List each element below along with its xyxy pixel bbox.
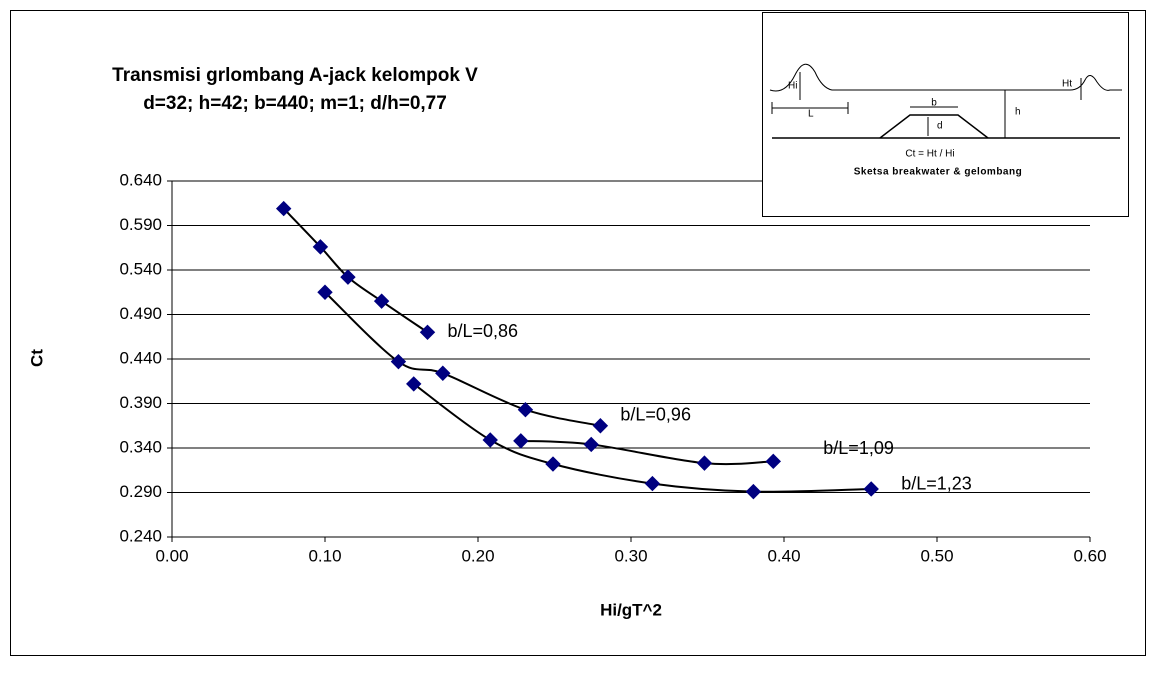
y-tick-label: 0.440 (119, 348, 162, 367)
data-point (275, 200, 292, 217)
inset-caption: Sketsa breakwater & gelombang (854, 167, 1022, 178)
data-point (765, 453, 781, 470)
chart-subtitle: d=32; h=42; b=440; m=1; d/h=0,77 (143, 93, 447, 114)
data-point (745, 483, 762, 500)
data-point (373, 293, 390, 309)
data-point (696, 455, 713, 471)
x-tick-label: 0.50 (920, 546, 953, 565)
inset-label: L (808, 109, 814, 120)
data-point (312, 239, 329, 255)
data-point (406, 376, 422, 392)
y-tick-label: 0.540 (119, 259, 162, 278)
x-tick-label: 0.20 (461, 546, 494, 565)
inset-formula: Ct = Ht / Hi (905, 149, 954, 160)
data-point (545, 456, 561, 472)
y-tick-label: 0.390 (119, 393, 162, 412)
y-tick-label: 0.590 (119, 215, 162, 234)
series-line (520, 439, 774, 466)
series-label: b/L=0,86 (448, 321, 519, 341)
data-point (482, 432, 498, 448)
breakwater (879, 114, 989, 139)
data-point (863, 481, 879, 497)
data-point (317, 284, 333, 300)
data-point (644, 475, 661, 492)
chart-title: Transmisi grlombang A-jack kelompok V (112, 65, 478, 86)
inset-label: h (1015, 107, 1021, 118)
data-point (340, 269, 356, 285)
x-tick-label: 0.10 (308, 546, 341, 565)
series-line (413, 383, 872, 493)
data-point (513, 433, 529, 449)
inset-label: b (931, 98, 937, 109)
data-point (390, 353, 407, 370)
data-point (419, 324, 436, 341)
data-point (435, 365, 451, 381)
series-label: b/L=1,23 (901, 474, 972, 494)
x-tick-label: 0.30 (614, 546, 647, 565)
series-label: b/L=1,09 (823, 438, 894, 458)
data-point (583, 436, 599, 453)
y-tick-label: 0.640 (119, 170, 162, 189)
y-tick-label: 0.240 (119, 526, 162, 545)
plot-area: 0.240 0.290 0.340 0.390 0.440 0.490 0.540 0.590… (119, 170, 1106, 565)
y-tick-label: 0.490 (119, 304, 162, 323)
data-point (517, 402, 534, 418)
chart-border (10, 10, 1146, 656)
x-tick-label: 0.00 (155, 546, 188, 565)
y-axis-title: Ct (27, 349, 46, 367)
inset-sketch: Hi L b d h Ht Ct = Ht / Hi Sketsa breakw… (762, 12, 1129, 217)
y-tick-label: 0.340 (119, 437, 162, 456)
x-tick-label: 0.40 (767, 546, 800, 565)
inset-label: Ht (1062, 79, 1072, 90)
inset-label: d (937, 121, 943, 132)
wave-line (769, 63, 1122, 92)
series-label: b/L=0,96 (620, 405, 691, 425)
x-axis-title: Hi/gT^2 (600, 600, 662, 619)
x-tick-label: 0.60 (1073, 546, 1106, 565)
y-tick-label: 0.290 (119, 482, 162, 501)
inset-label: Hi (788, 81, 797, 92)
data-point (592, 418, 609, 434)
